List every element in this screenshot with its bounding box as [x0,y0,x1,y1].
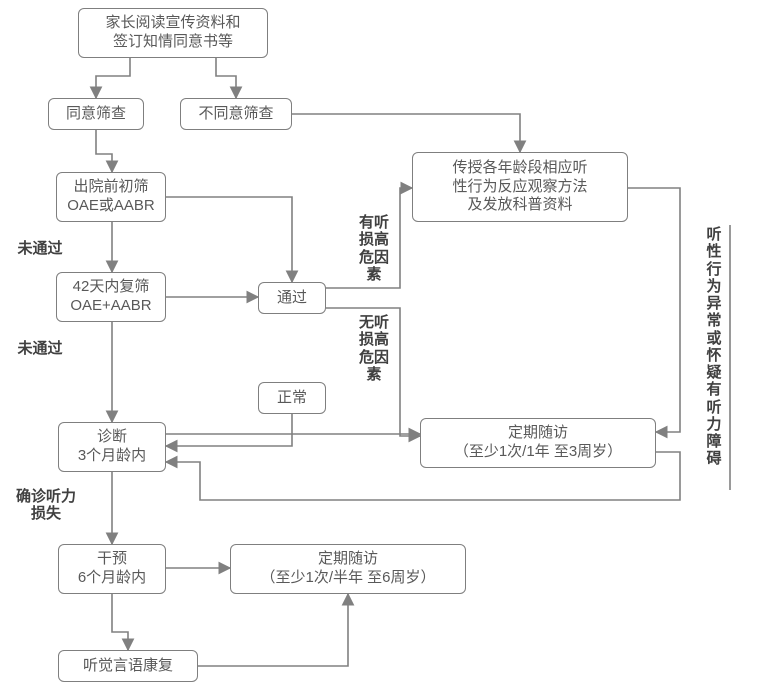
label-confirm: 确诊听力 损失 [6,488,86,523]
label-abnormal: 听 性 行 为 异 常 或 怀 疑 有 听 力 障 碍 [702,226,726,468]
node-teach: 传授各年龄段相应听 性行为反应观察方法 及发放科普资料 [412,152,628,222]
normal-to-diag [166,414,292,446]
label-fail2: 未通过 [10,340,70,357]
intervene-to-rehab [112,594,128,650]
label-risk_hi: 有听 损高 危因 素 [350,214,398,283]
agree-to-initial [96,130,112,172]
start-to-agree [96,58,130,98]
rehab-to-follow6 [198,594,348,666]
node-normal: 正常 [258,382,326,414]
disagree-to-teach [292,114,520,152]
teach-to-follow3 [628,188,680,432]
node-diagnose: 诊断 3个月龄内 [58,422,166,472]
node-initial: 出院前初筛 OAE或AABR [56,172,166,222]
node-rehab: 听觉言语康复 [58,650,198,682]
node-intervene: 干预 6个月龄内 [58,544,166,594]
initial-to-pass [166,197,292,282]
node-agree: 同意筛查 [48,98,144,130]
start-to-disagree [216,58,236,98]
node-start: 家长阅读宣传资料和 签订知情同意书等 [78,8,268,58]
label-fail1: 未通过 [10,240,70,257]
node-rescreen: 42天内复筛 OAE+AABR [56,272,166,322]
node-follow6: 定期随访 （至少1次/半年 至6周岁） [230,544,466,594]
node-follow3: 定期随访 （至少1次/1年 至3周岁） [420,418,656,468]
label-risk_no: 无听 损高 危因 素 [350,314,398,383]
flowchart-canvas: 家长阅读宣传资料和 签订知情同意书等同意筛查 不同意筛查出院前初筛 OAE或AAB… [0,0,784,699]
node-pass: 通过 [258,282,326,314]
node-disagree: 不同意筛查 [180,98,292,130]
